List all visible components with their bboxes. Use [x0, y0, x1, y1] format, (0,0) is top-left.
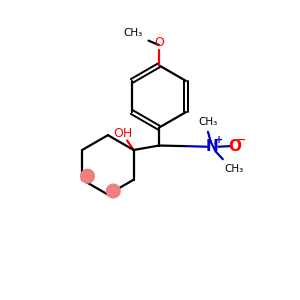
Text: N: N	[206, 139, 219, 154]
Text: OH: OH	[114, 127, 133, 140]
Circle shape	[81, 169, 94, 183]
Text: CH₃: CH₃	[123, 28, 142, 38]
Text: O: O	[154, 36, 164, 49]
Circle shape	[106, 184, 120, 198]
Text: +: +	[215, 135, 223, 145]
Text: CH₃: CH₃	[198, 117, 218, 128]
Text: O: O	[228, 139, 241, 154]
Text: −: −	[237, 135, 246, 145]
Text: ·: ·	[213, 140, 217, 149]
Text: CH₃: CH₃	[224, 164, 244, 174]
